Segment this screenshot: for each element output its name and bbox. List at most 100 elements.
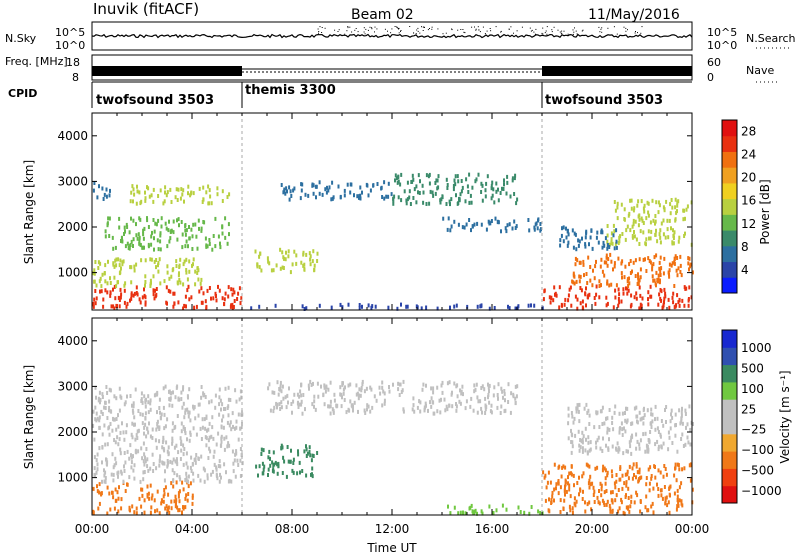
data-cell bbox=[509, 194, 512, 199]
data-cell bbox=[588, 464, 591, 469]
data-cell bbox=[451, 404, 454, 409]
data-cell bbox=[102, 297, 105, 302]
data-cell bbox=[207, 456, 210, 460]
search-noise-dot bbox=[572, 29, 574, 31]
data-cell bbox=[589, 265, 592, 269]
data-cell bbox=[255, 464, 258, 469]
data-cell bbox=[563, 498, 566, 503]
data-cell bbox=[642, 416, 645, 420]
data-cell bbox=[549, 300, 552, 305]
data-cell bbox=[667, 430, 670, 435]
data-cell bbox=[104, 229, 107, 234]
data-cell bbox=[133, 192, 136, 197]
data-cell bbox=[564, 492, 566, 497]
data-cell bbox=[588, 413, 591, 418]
data-cell bbox=[227, 397, 230, 402]
search-noise-dot bbox=[367, 29, 369, 31]
data-cell bbox=[104, 400, 106, 405]
data-cell bbox=[109, 276, 111, 281]
search-noise-dot bbox=[551, 31, 553, 33]
search-noise-dot bbox=[371, 28, 373, 30]
data-cell bbox=[495, 508, 498, 513]
data-cell bbox=[144, 459, 147, 464]
data-cell bbox=[481, 198, 484, 203]
data-cell bbox=[659, 488, 662, 493]
data-cell bbox=[234, 474, 237, 479]
data-cell bbox=[517, 505, 520, 510]
data-cell bbox=[262, 448, 265, 453]
data-cell bbox=[231, 292, 234, 297]
data-cell bbox=[267, 473, 269, 477]
data-cell bbox=[287, 254, 290, 259]
data-cell bbox=[311, 466, 314, 471]
data-cell bbox=[98, 446, 101, 451]
data-cell bbox=[435, 178, 438, 183]
data-cell bbox=[638, 285, 641, 290]
data-cell bbox=[559, 238, 562, 243]
data-cell bbox=[171, 428, 174, 433]
data-cell bbox=[128, 230, 131, 235]
data-cell bbox=[635, 446, 638, 451]
data-cell bbox=[517, 304, 520, 309]
data-cell bbox=[656, 426, 659, 431]
data-cell bbox=[599, 481, 602, 486]
data-cell bbox=[673, 230, 676, 235]
search-noise-dot bbox=[640, 32, 642, 34]
data-cell bbox=[609, 252, 612, 257]
data-cell bbox=[105, 385, 108, 389]
data-cell bbox=[161, 445, 164, 450]
data-cell bbox=[496, 219, 499, 224]
data-cell bbox=[212, 436, 215, 441]
search-noise-dot bbox=[477, 26, 479, 28]
data-cell bbox=[618, 447, 621, 452]
data-cell bbox=[99, 400, 101, 405]
data-cell bbox=[468, 218, 471, 222]
data-cell bbox=[562, 239, 565, 244]
velocity-colorbar-frame bbox=[721, 329, 738, 504]
data-cell bbox=[347, 302, 350, 307]
data-cell bbox=[94, 289, 97, 293]
data-cell bbox=[92, 188, 95, 193]
data-cell bbox=[493, 306, 496, 310]
search-noise-dot bbox=[600, 28, 602, 30]
data-cell bbox=[132, 410, 135, 415]
data-cell bbox=[623, 481, 626, 486]
data-cell bbox=[297, 449, 299, 454]
data-cell bbox=[624, 472, 627, 477]
data-cell bbox=[144, 258, 147, 263]
data-cell bbox=[299, 389, 302, 394]
data-cell bbox=[202, 197, 205, 202]
data-cell bbox=[115, 263, 118, 268]
search-noise-dot bbox=[394, 26, 396, 27]
data-cell bbox=[656, 416, 659, 421]
data-cell bbox=[370, 305, 373, 310]
data-cell bbox=[175, 502, 177, 506]
data-cell bbox=[497, 396, 499, 401]
search-noise-dot bbox=[489, 28, 491, 29]
data-cell bbox=[184, 410, 187, 415]
data-cell bbox=[545, 485, 548, 490]
data-cell bbox=[205, 190, 208, 195]
data-cell bbox=[142, 441, 145, 446]
data-cell bbox=[135, 291, 138, 295]
data-cell bbox=[92, 271, 95, 276]
data-cell bbox=[402, 407, 405, 412]
x-tick-label: 16:00 bbox=[475, 522, 510, 536]
data-cell bbox=[661, 496, 664, 501]
data-cell bbox=[259, 251, 262, 256]
data-cell bbox=[221, 225, 224, 230]
data-cell bbox=[212, 454, 215, 459]
data-cell bbox=[576, 297, 579, 302]
data-cell bbox=[615, 473, 618, 477]
data-cell bbox=[237, 291, 240, 296]
search-noise-dot bbox=[573, 31, 575, 33]
data-cell bbox=[102, 197, 105, 201]
data-cell bbox=[211, 247, 214, 252]
data-cell bbox=[589, 278, 592, 283]
data-cell bbox=[172, 219, 175, 224]
data-cell bbox=[282, 455, 285, 460]
data-cell bbox=[95, 411, 98, 416]
data-cell bbox=[200, 228, 203, 233]
data-cell bbox=[649, 465, 652, 470]
data-cell bbox=[218, 459, 221, 464]
